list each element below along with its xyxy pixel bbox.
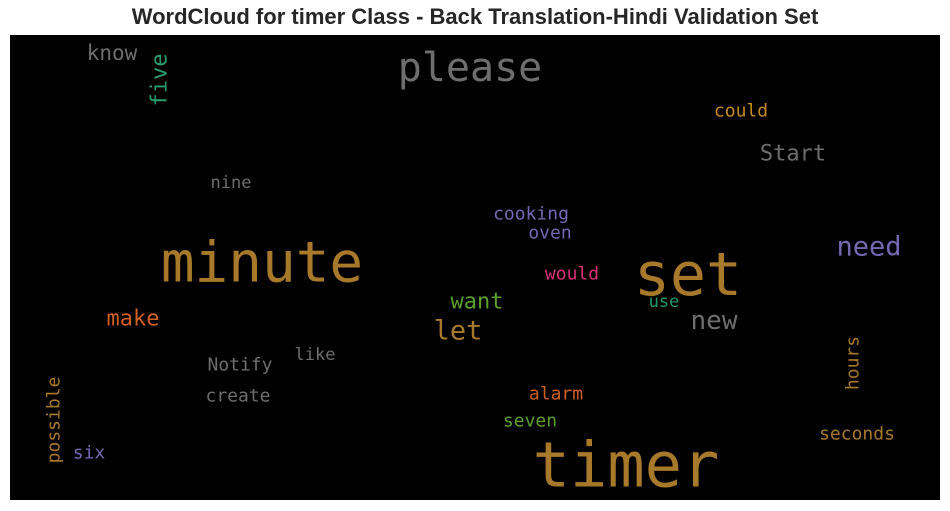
word-use: use bbox=[649, 292, 680, 312]
word-please: please bbox=[398, 45, 543, 91]
word-need: need bbox=[836, 232, 901, 263]
word-start: Start bbox=[760, 142, 826, 167]
word-know: know bbox=[87, 41, 138, 65]
word-cloud-canvas: please know five could Start nine cooking oven m… bbox=[10, 35, 940, 500]
word-could: could bbox=[714, 101, 768, 122]
word-notify: Notify bbox=[207, 355, 272, 376]
word-oven: oven bbox=[528, 223, 571, 244]
word-minute: minute bbox=[161, 231, 363, 296]
word-set: set bbox=[634, 240, 742, 310]
word-seven: seven bbox=[503, 411, 557, 432]
word-create: create bbox=[205, 386, 270, 407]
word-six: six bbox=[73, 443, 106, 464]
word-make: make bbox=[107, 307, 160, 332]
word-timer: timer bbox=[533, 429, 720, 501]
chart-title: WordCloud for timer Class - Back Transla… bbox=[131, 4, 819, 29]
word-hours: hours bbox=[843, 336, 864, 390]
word-like: like bbox=[295, 345, 336, 365]
word-alarm: alarm bbox=[529, 384, 583, 405]
word-possible: possible bbox=[44, 377, 65, 464]
word-new: new bbox=[691, 306, 738, 336]
word-let: let bbox=[434, 316, 483, 347]
word-would: would bbox=[545, 264, 599, 285]
word-want: want bbox=[451, 290, 504, 315]
word-seconds: seconds bbox=[819, 424, 895, 445]
word-cooking: cooking bbox=[493, 204, 569, 225]
word-five: five bbox=[148, 54, 173, 107]
word-nine: nine bbox=[211, 173, 252, 193]
